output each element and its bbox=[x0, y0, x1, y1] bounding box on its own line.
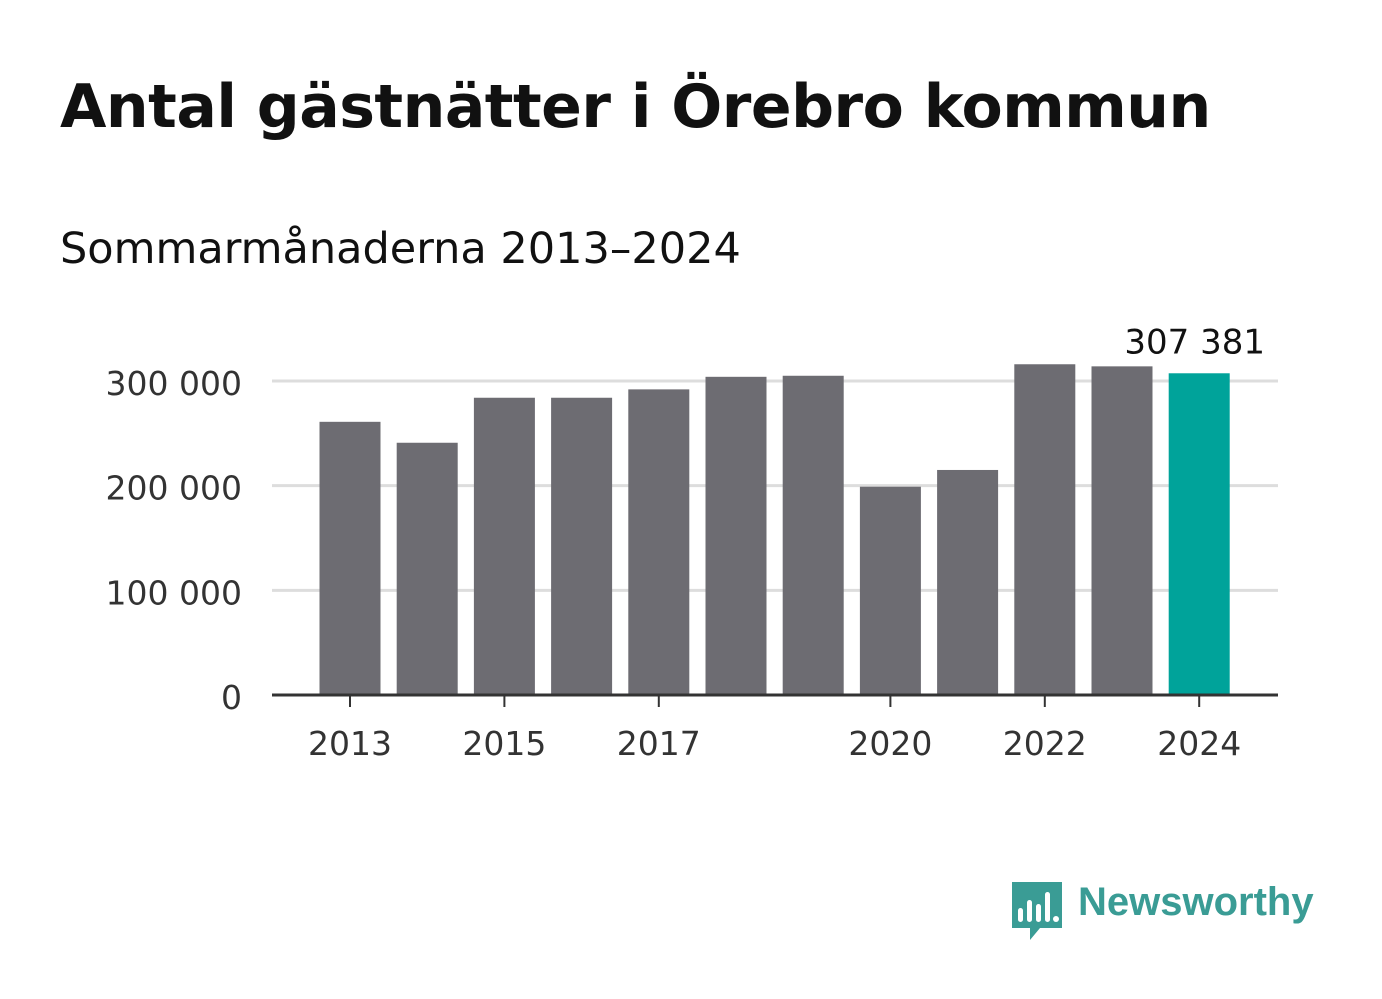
bar-2020 bbox=[859, 486, 921, 695]
bar-2014 bbox=[396, 442, 458, 695]
bar-2021 bbox=[937, 469, 999, 695]
newsworthy-logo-icon bbox=[1012, 882, 1062, 940]
brand: Newsworthy bbox=[1010, 876, 1340, 942]
axes bbox=[272, 693, 1278, 707]
bar-2018 bbox=[705, 376, 767, 695]
y-tick-label: 0 bbox=[221, 678, 242, 717]
brand-name: Newsworthy bbox=[1078, 880, 1314, 924]
chart-title: Antal gästnätter i Örebro kommun bbox=[60, 72, 1211, 142]
bar-2016 bbox=[551, 397, 613, 695]
bar-2023 bbox=[1091, 366, 1153, 695]
bar-2013 bbox=[319, 421, 381, 695]
y-tick-label: 200 000 bbox=[106, 469, 242, 508]
x-tick-label: 2020 bbox=[848, 724, 932, 763]
chart-subtitle: Sommarmånaderna 2013–2024 bbox=[60, 224, 741, 274]
y-tick-label: 100 000 bbox=[106, 573, 242, 612]
x-tick-label: 2024 bbox=[1157, 724, 1241, 763]
x-tick-label: 2013 bbox=[308, 724, 392, 763]
x-tick-label: 2017 bbox=[617, 724, 701, 763]
bar-2017 bbox=[628, 389, 690, 695]
highlight-value-label: 307 381 bbox=[1124, 322, 1265, 362]
x-tick-label: 2022 bbox=[1003, 724, 1087, 763]
bar-2022 bbox=[1014, 364, 1076, 695]
bar-2015 bbox=[473, 397, 535, 695]
x-tick-label: 2015 bbox=[462, 724, 546, 763]
bar-2024 bbox=[1168, 373, 1230, 695]
bar-2019 bbox=[782, 375, 844, 695]
bars bbox=[319, 364, 1230, 695]
y-tick-label: 300 000 bbox=[106, 364, 242, 403]
labels: 0 100 000 200 000 300 000 2013 2015 2017 2020 20… bbox=[106, 322, 1265, 763]
